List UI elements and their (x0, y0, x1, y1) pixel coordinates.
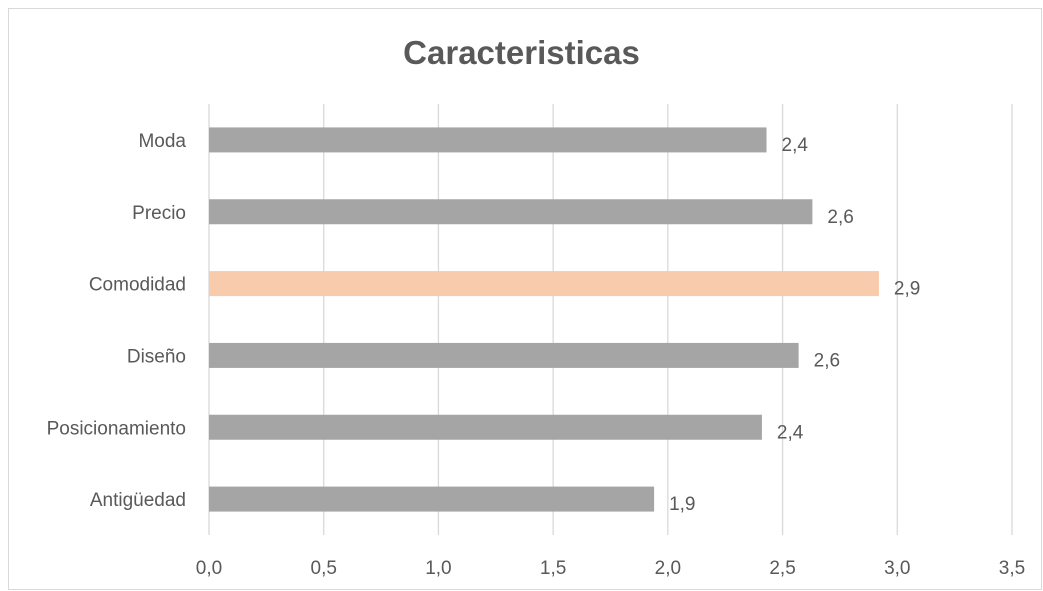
bar (209, 414, 762, 440)
x-tick-label: 0,0 (196, 558, 222, 579)
chart-title: Caracteristicas (403, 34, 640, 71)
x-tick-label: 1,5 (540, 558, 566, 579)
data-label: 2,4 (782, 135, 809, 156)
category-label: Antigüedad (90, 490, 186, 511)
bar (209, 486, 655, 512)
category-label: Precio (132, 203, 186, 224)
x-tick-label: 2,0 (655, 558, 681, 579)
data-label: 2,4 (777, 422, 804, 443)
bar (209, 199, 813, 225)
category-label: Comodidad (89, 275, 186, 296)
bar (209, 342, 799, 368)
bar (209, 271, 879, 297)
data-label: 2,6 (814, 350, 840, 371)
bar (209, 127, 767, 153)
category-label: Diseño (127, 346, 186, 367)
data-label: 2,9 (894, 279, 920, 300)
gridlines (208, 104, 1013, 535)
data-label: 1,9 (669, 494, 695, 515)
bars (209, 127, 879, 512)
data-label: 2,6 (827, 207, 853, 228)
category-label: Posicionamiento (47, 418, 186, 439)
x-tick-label: 2,5 (769, 558, 795, 579)
x-tick-label: 3,5 (999, 558, 1025, 579)
category-label: Moda (138, 131, 186, 152)
x-tick-label: 1,0 (425, 558, 451, 579)
labels: 0,0 0,5 1,0 1,5 2,0 2,5 3,0 3,5 Moda 2,4 Precio 2,6… (47, 131, 1026, 579)
x-tick-label: 3,0 (884, 558, 910, 579)
x-tick-label: 0,5 (311, 558, 337, 579)
